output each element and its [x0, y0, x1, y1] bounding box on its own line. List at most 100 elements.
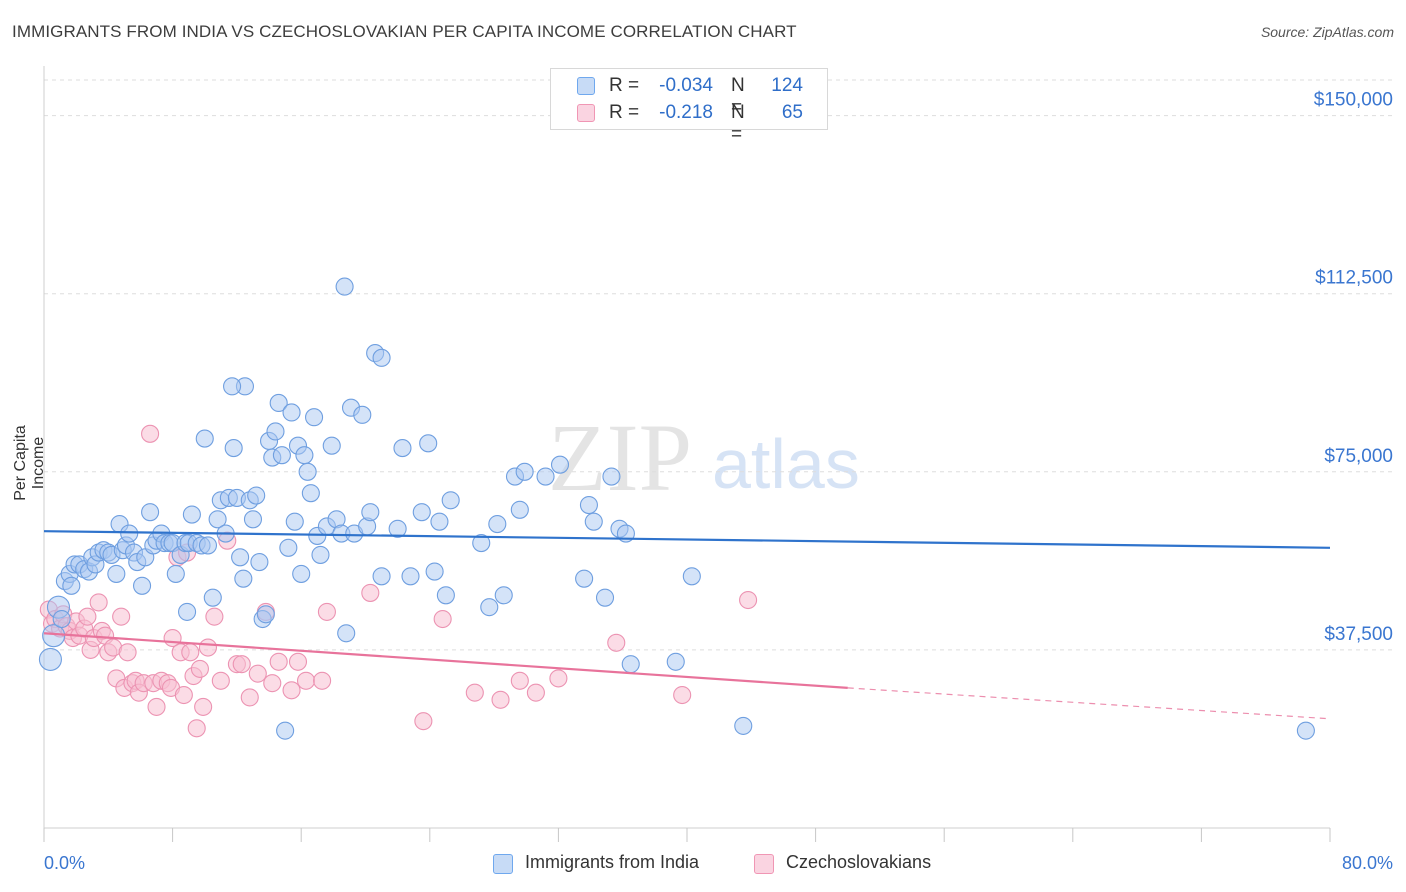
india-point: [266, 422, 285, 441]
india-point: [231, 548, 250, 567]
india-point: [298, 462, 317, 481]
india-point: [1296, 721, 1315, 740]
legend-n-value: 65: [781, 102, 803, 123]
india-point: [269, 393, 288, 412]
czech-point: [248, 664, 267, 683]
czech-point: [141, 424, 160, 443]
india-point: [393, 439, 412, 458]
india-point: [584, 512, 603, 531]
legend-swatch-czech: [577, 104, 595, 122]
india-point: [472, 533, 491, 553]
india-point: [361, 503, 380, 522]
chart-title: IMMIGRANTS FROM INDIA VS CZECHOSLOVAKIAN…: [12, 22, 797, 41]
czech-trend-extension: [847, 687, 1331, 720]
india-point: [178, 602, 197, 621]
india-point: [311, 545, 330, 564]
india-point: [223, 377, 242, 396]
legend-swatch-india: [577, 77, 595, 95]
czech-trend-line: [43, 632, 848, 689]
source-label: Source: ZipAtlas.com: [1260, 24, 1394, 40]
india-point: [425, 562, 444, 581]
czech-point: [313, 671, 332, 690]
legend-label-india: Immigrants from India: [525, 852, 700, 872]
y-tick-label: $75,000: [1324, 446, 1393, 467]
legend-n-label: N =: [731, 75, 745, 118]
india-point: [305, 408, 324, 427]
legend-r-value: -0.034: [659, 75, 713, 96]
india-point: [372, 567, 391, 586]
czech-point: [607, 633, 626, 652]
india-point: [441, 491, 460, 510]
india-point: [224, 439, 243, 458]
czech-point: [282, 681, 301, 700]
legend-n-label: N =: [731, 102, 745, 145]
india-point: [322, 436, 341, 455]
x-tick-label: 0.0%: [44, 853, 85, 873]
india-point: [494, 586, 513, 605]
india-point: [133, 576, 152, 595]
india-point: [412, 503, 431, 522]
india-point: [734, 716, 753, 735]
india-point: [208, 510, 227, 529]
czech-point: [361, 583, 380, 602]
india-point: [579, 496, 598, 515]
india-point: [602, 467, 621, 486]
czech-point: [510, 671, 529, 690]
india-point: [436, 586, 455, 605]
india-point: [419, 434, 438, 453]
india-point: [550, 455, 570, 474]
trend-lines: [43, 530, 1331, 720]
czech-point: [187, 719, 206, 738]
india-point: [276, 721, 295, 740]
czech-point: [433, 609, 452, 629]
legend-r-value: -0.218: [659, 102, 713, 123]
india-point: [682, 567, 701, 586]
y-axis-label: Per Capita Income: [12, 425, 47, 501]
czech-point: [288, 652, 308, 671]
india-point: [488, 515, 507, 534]
india-point: [279, 538, 298, 557]
india-point: [166, 564, 185, 583]
watermark-atlas: atlas: [712, 425, 860, 503]
czech-point: [296, 671, 316, 690]
czech-point: [112, 607, 131, 626]
czech-point: [739, 590, 758, 610]
india-point: [141, 503, 160, 522]
india-point: [198, 536, 218, 555]
india-point: [203, 588, 222, 607]
india-point: [247, 486, 266, 505]
india-point: [272, 446, 291, 465]
czech-point: [194, 697, 213, 716]
india-trend-line: [43, 530, 1331, 549]
india-point: [337, 624, 356, 643]
legend-label-czech: Czechoslovakians: [786, 852, 932, 872]
india-point: [295, 446, 314, 465]
india-point: [480, 598, 499, 617]
czech-point: [174, 685, 193, 705]
india-point: [62, 576, 81, 595]
india-point: [401, 567, 420, 586]
czech-point: [526, 683, 545, 702]
czech-point: [673, 685, 692, 705]
india-point: [666, 652, 685, 671]
india-point: [234, 569, 253, 588]
czech-point: [205, 607, 224, 626]
watermark-zip: ZIP: [548, 404, 692, 511]
india-point: [575, 569, 594, 588]
india-point: [510, 500, 529, 519]
india-point: [621, 655, 640, 674]
legend-swatch-india: [493, 854, 513, 874]
czech-point: [414, 712, 433, 731]
india-point: [536, 467, 555, 486]
czech-point: [232, 655, 251, 674]
czech-point: [240, 688, 259, 707]
legend-r-label: R =: [609, 75, 640, 96]
india-point: [515, 462, 534, 481]
czech-point: [465, 683, 484, 702]
legend-r-label: R =: [609, 102, 640, 123]
y-tick-label: $112,500: [1315, 268, 1393, 289]
india-point: [243, 510, 263, 529]
czech-point: [317, 602, 336, 621]
czech-point: [89, 593, 108, 612]
czech-point: [181, 643, 200, 662]
